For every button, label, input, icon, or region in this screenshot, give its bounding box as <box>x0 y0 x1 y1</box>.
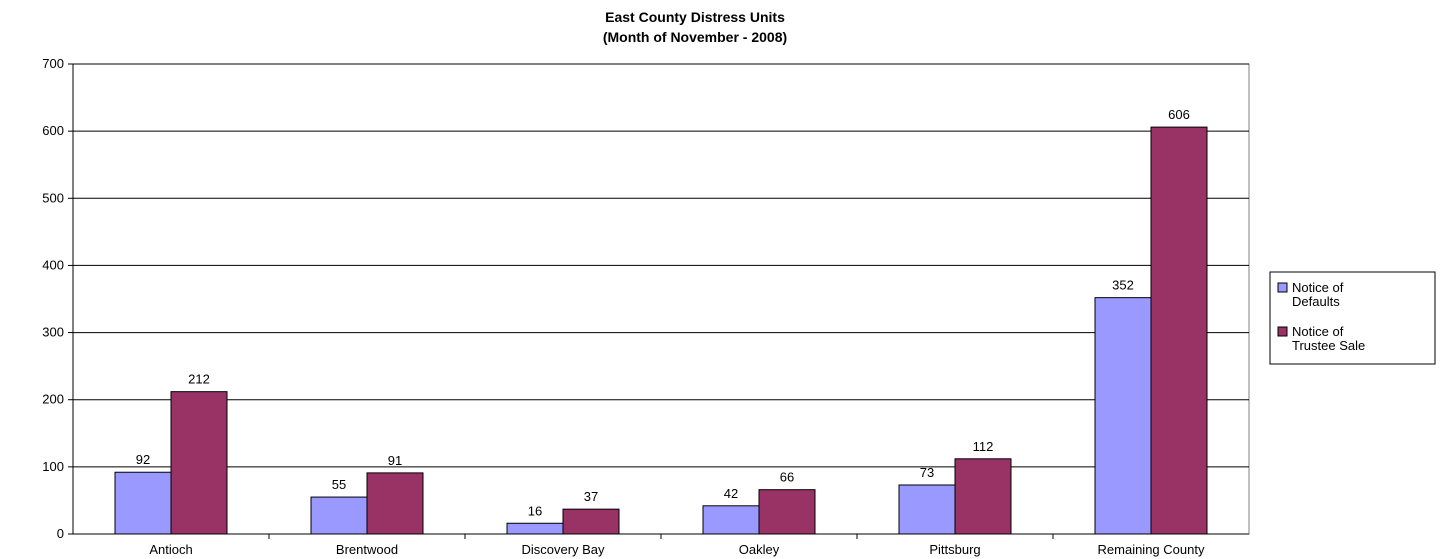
bar <box>170 391 228 535</box>
data-label: 55 <box>332 477 346 492</box>
data-label: 42 <box>724 486 738 501</box>
y-tick-label: 500 <box>42 190 64 205</box>
bars: 92 212 55 91 16 37 42 66 73 112 352 606 <box>114 107 1208 535</box>
data-label: 352 <box>1112 278 1134 293</box>
x-category-label: Discovery Bay <box>521 542 605 557</box>
y-tick-label: 400 <box>42 257 64 272</box>
chart-subtitle: (Month of November - 2008) <box>603 29 787 45</box>
y-tick-label: 600 <box>42 123 64 138</box>
bar <box>366 472 424 535</box>
bar <box>310 496 368 535</box>
bar <box>898 484 956 535</box>
bar <box>954 458 1012 535</box>
bar <box>1150 126 1208 535</box>
y-tick-label: 100 <box>42 459 64 474</box>
data-label: 73 <box>920 465 934 480</box>
y-tick-label: 300 <box>42 325 64 340</box>
y-tick-label: 200 <box>42 392 64 407</box>
legend-swatch <box>1277 326 1288 337</box>
bar <box>562 508 620 535</box>
data-label: 92 <box>136 452 150 467</box>
legend-label: Trustee Sale <box>1292 338 1365 353</box>
y-tick-label: 700 <box>42 56 64 71</box>
bar <box>758 489 816 535</box>
bar <box>114 471 172 535</box>
bar <box>702 505 760 535</box>
data-label: 16 <box>528 503 542 518</box>
legend-label: Notice of <box>1292 324 1344 339</box>
data-label: 112 <box>973 439 994 454</box>
x-category-label: Pittsburg <box>929 542 980 557</box>
bar <box>1094 297 1152 535</box>
data-label: 37 <box>584 489 598 504</box>
y-axis: 0 100 200 300 400 500 600 700 <box>42 56 73 541</box>
data-label: 606 <box>1168 107 1190 122</box>
x-category-label: Remaining County <box>1098 542 1205 557</box>
chart-title: East County Distress Units <box>605 9 785 25</box>
gridlines <box>73 63 1249 468</box>
x-axis: Antioch Brentwood Discovery Bay Oakley Pitts… <box>149 534 1205 557</box>
legend-swatch <box>1277 282 1288 293</box>
x-category-label: Antioch <box>149 542 192 557</box>
data-label: 212 <box>188 372 210 387</box>
x-category-label: Brentwood <box>336 542 398 557</box>
legend-label: Notice of <box>1292 280 1344 295</box>
data-label: 66 <box>780 470 794 485</box>
legend-label: Defaults <box>1292 294 1340 309</box>
x-category-label: Oakley <box>739 542 780 557</box>
data-label: 91 <box>388 453 402 468</box>
legend-box <box>1269 271 1436 365</box>
bar <box>506 522 564 535</box>
y-tick-label: 0 <box>57 526 64 541</box>
plot-area <box>72 63 1250 535</box>
